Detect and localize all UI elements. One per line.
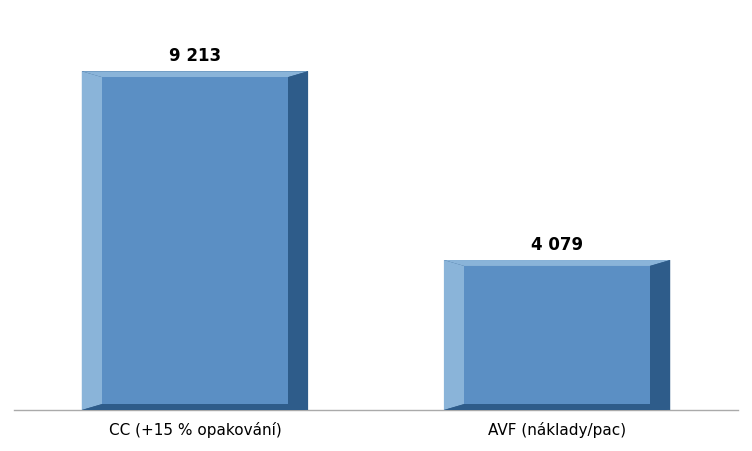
Polygon shape (82, 72, 308, 78)
Polygon shape (288, 72, 308, 410)
Polygon shape (82, 72, 102, 410)
Bar (102, 78, 288, 404)
Polygon shape (444, 404, 670, 410)
Bar (444, 260, 670, 410)
Bar (464, 267, 650, 404)
Text: 4 079: 4 079 (531, 235, 583, 253)
Polygon shape (650, 260, 670, 410)
Text: 9 213: 9 213 (169, 47, 221, 65)
Polygon shape (444, 260, 670, 267)
Bar (82, 72, 308, 410)
Polygon shape (444, 260, 464, 410)
Polygon shape (82, 404, 308, 410)
